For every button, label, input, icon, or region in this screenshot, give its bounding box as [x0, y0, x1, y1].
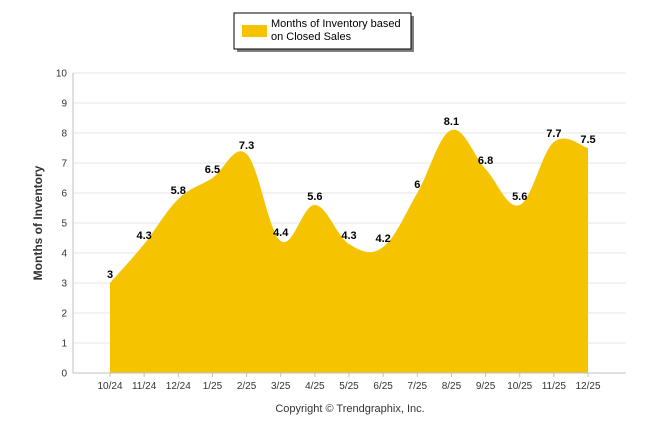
data-label: 4.3	[341, 230, 356, 242]
data-label: 6.5	[205, 164, 220, 176]
x-tick-label: 9/25	[476, 381, 496, 392]
series-area	[110, 129, 588, 373]
x-tick-label: 2/25	[237, 381, 257, 392]
data-label: 7.3	[239, 140, 254, 152]
legend: Months of Inventory based on Closed Sale…	[233, 12, 414, 52]
x-tick-label: 11/25	[542, 381, 567, 392]
x-tick-label: 10/24	[97, 381, 122, 392]
y-tick-label-6: 6	[61, 189, 67, 200]
x-tick-label: 12/25	[575, 381, 600, 392]
x-tick-label: 11/24	[132, 381, 157, 392]
data-label: 3	[107, 269, 113, 281]
y-tick-label-7: 7	[61, 159, 67, 170]
y-tick-label-2: 2	[61, 309, 67, 320]
data-label: 5.6	[307, 191, 322, 203]
y-tick-label-0: 0	[61, 369, 67, 380]
legend-swatch	[242, 25, 267, 37]
y-tick-label-8: 8	[61, 129, 67, 140]
x-tick-label: 1/25	[203, 381, 223, 392]
y-tick-label-5: 5	[61, 219, 67, 230]
data-label: 4.3	[136, 230, 151, 242]
y-axis-title: Months of Inventory	[31, 165, 45, 280]
data-label: 7.7	[546, 128, 561, 140]
y-tick-label-9: 9	[61, 99, 67, 110]
data-label: 4.4	[273, 227, 289, 239]
x-tick-label: 6/25	[373, 381, 393, 392]
x-tick-label: 7/25	[408, 381, 428, 392]
y-tick-label-1: 1	[61, 339, 67, 350]
x-tick-label: 4/25	[305, 381, 325, 392]
legend-label-line1: Months of Inventory based	[271, 18, 401, 30]
data-label: 5.8	[171, 185, 186, 197]
copyright-footer: Copyright © Trendgraphix, Inc.	[275, 403, 424, 415]
x-tick-label: 8/25	[442, 381, 462, 392]
data-label: 7.5	[580, 134, 595, 146]
data-label: 4.2	[375, 233, 390, 245]
y-tick-labels: 0 1 2 3 4 5 6 7 8 9 10	[56, 69, 68, 380]
data-label: 6.8	[478, 155, 493, 167]
data-label: 5.6	[512, 191, 527, 203]
y-tick-label-10: 10	[56, 69, 68, 80]
data-label: 8.1	[444, 116, 459, 128]
x-tick-label: 5/25	[339, 381, 359, 392]
x-tick-labels: 10/24 11/24 12/24 1/25 2/25 3/25 4/25 5/25 6/25 7…	[97, 373, 601, 392]
data-label: 6	[414, 179, 420, 191]
x-tick-label: 12/24	[166, 381, 191, 392]
x-tick-label: 3/25	[271, 381, 291, 392]
data-labels: 3 4.3 5.8 6.5 7.3 4.4 5.6 4.3 4.2 6 8.1 6.8 5.6 7.7 7.…	[107, 116, 596, 281]
x-tick-label: 10/25	[507, 381, 532, 392]
y-tick-label-4: 4	[61, 249, 67, 260]
legend-label-line2: on Closed Sales	[271, 31, 352, 43]
y-tick-label-3: 3	[61, 279, 67, 290]
